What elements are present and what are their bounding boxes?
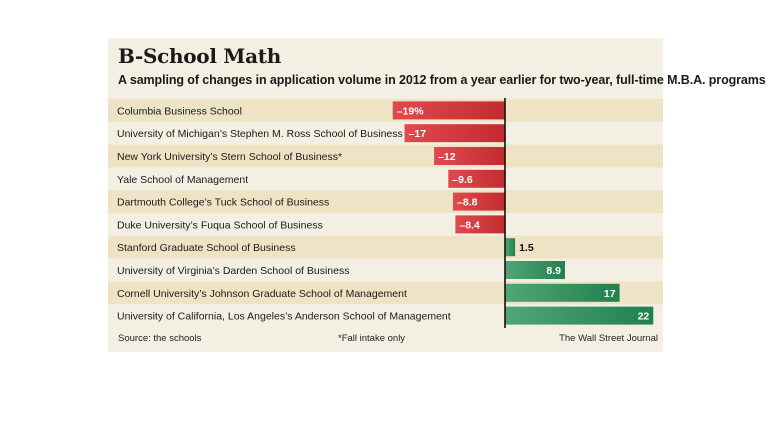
bar	[434, 147, 505, 165]
bar	[404, 124, 505, 143]
bar	[448, 169, 505, 188]
value-label: 22	[638, 311, 650, 323]
bar	[505, 238, 516, 257]
row-band	[108, 235, 663, 259]
row-band	[108, 190, 663, 213]
value-label: –17	[409, 128, 427, 140]
value-label: –12	[438, 151, 456, 163]
value-label: –19%	[397, 105, 425, 117]
bar	[505, 261, 565, 279]
category-label: Duke University’s Fuqua School of Busine…	[117, 219, 323, 231]
bar	[505, 283, 620, 302]
source-note: Source: the schools	[118, 333, 202, 344]
category-label: Columbia Business School	[117, 105, 242, 117]
category-label: University of Virginia’s Darden School o…	[117, 265, 349, 277]
category-label: Dartmouth College’s Tuck School of Busin…	[117, 197, 329, 209]
value-label: 8.9	[546, 265, 561, 277]
credit-line: The Wall Street Journal	[559, 333, 658, 344]
bar	[455, 215, 505, 234]
value-label: 1.5	[519, 242, 534, 254]
value-label: –8.8	[457, 197, 478, 209]
category-label: University of Michigan’s Stephen M. Ross…	[117, 128, 403, 140]
category-label: Cornell University’s Johnson Graduate Sc…	[117, 288, 407, 300]
row-band	[108, 99, 663, 122]
category-label: New York University’s Stern School of Bu…	[117, 151, 342, 163]
chart-subtitle: A sampling of changes in application vol…	[118, 73, 766, 87]
value-label: –8.4	[459, 219, 480, 231]
category-label: Yale School of Management	[117, 174, 248, 186]
bar	[453, 192, 505, 211]
row-band	[108, 144, 663, 168]
value-label: 17	[604, 288, 616, 300]
footnote: *Fall intake only	[338, 333, 406, 344]
category-label: Stanford Graduate School of Business	[117, 242, 296, 254]
value-label: –9.6	[452, 174, 473, 186]
chart-title: B-School Math	[118, 44, 281, 68]
category-label: University of California, Los Angeles’s …	[117, 311, 451, 323]
bar	[392, 101, 505, 120]
bar	[505, 306, 654, 325]
